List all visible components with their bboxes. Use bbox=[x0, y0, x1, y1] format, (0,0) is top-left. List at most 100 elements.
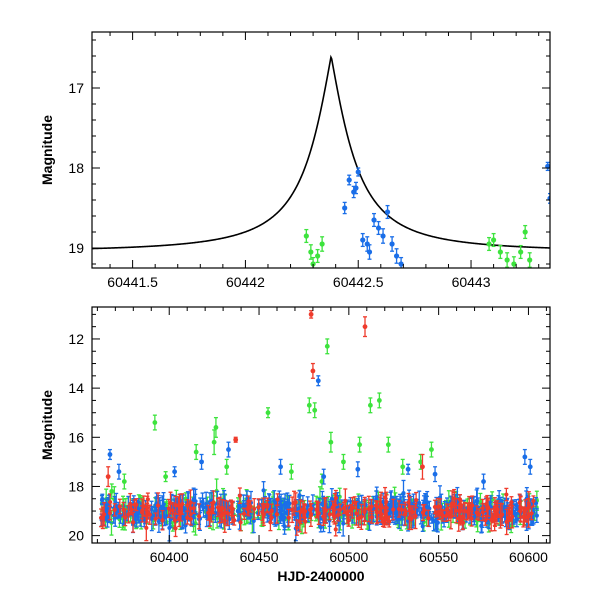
data-point bbox=[527, 252, 533, 268]
data-point bbox=[310, 362, 316, 379]
baseline-point bbox=[348, 504, 353, 517]
y-tick-label: 17 bbox=[68, 80, 84, 96]
data-point bbox=[367, 397, 373, 414]
data-point bbox=[319, 236, 325, 252]
baseline-point bbox=[484, 496, 489, 513]
baseline-point bbox=[246, 500, 251, 517]
data-point bbox=[371, 212, 377, 228]
baseline-point bbox=[391, 498, 396, 521]
baseline-point bbox=[147, 504, 152, 525]
baseline-point bbox=[506, 506, 511, 530]
baseline-point bbox=[126, 505, 131, 524]
baseline-point bbox=[204, 491, 209, 517]
baseline-point bbox=[188, 489, 193, 516]
baseline-point bbox=[523, 499, 528, 522]
y-tick-label: 12 bbox=[68, 331, 84, 347]
y-tick-label: 20 bbox=[68, 528, 84, 544]
baseline-point bbox=[387, 515, 392, 528]
data-point bbox=[420, 453, 425, 480]
baseline-point bbox=[380, 516, 386, 528]
baseline-point bbox=[112, 503, 117, 517]
data-point bbox=[385, 436, 391, 453]
baseline-point bbox=[315, 500, 320, 518]
baseline-point bbox=[170, 502, 175, 519]
data-point bbox=[384, 204, 391, 220]
y-axis-label: Magnitude bbox=[39, 390, 55, 460]
data-point bbox=[366, 244, 373, 260]
data-point bbox=[355, 461, 361, 478]
baseline-point bbox=[366, 495, 371, 523]
baseline-point bbox=[160, 509, 165, 531]
data-point bbox=[315, 375, 321, 387]
x-tick-label: 60500 bbox=[329, 549, 368, 565]
baseline-point bbox=[422, 504, 427, 517]
baseline-point bbox=[420, 520, 425, 532]
baseline-point bbox=[531, 495, 536, 507]
baseline-point bbox=[446, 506, 451, 522]
baseline-point bbox=[480, 498, 485, 518]
y-tick-label: 19 bbox=[68, 240, 84, 256]
y-tick-label: 14 bbox=[68, 380, 84, 396]
baseline-point bbox=[223, 499, 228, 525]
baseline-point bbox=[274, 504, 280, 524]
baseline-point bbox=[286, 508, 291, 527]
data-point bbox=[226, 441, 231, 458]
y-tick-label: 16 bbox=[68, 429, 84, 445]
baseline-point bbox=[476, 508, 482, 521]
baseline-point bbox=[378, 494, 383, 521]
baseline-point bbox=[510, 505, 515, 529]
baseline-point bbox=[458, 514, 463, 526]
plot-area bbox=[98, 310, 539, 542]
data-point bbox=[172, 466, 178, 478]
data-point bbox=[527, 458, 533, 475]
x-tick-label: 60443 bbox=[452, 274, 491, 290]
data-point bbox=[355, 167, 361, 177]
data-point bbox=[109, 483, 115, 500]
data-point bbox=[504, 252, 510, 268]
baseline-point bbox=[332, 509, 337, 525]
data-point bbox=[308, 310, 314, 319]
x-tick-label: 60400 bbox=[150, 549, 189, 565]
baseline-point bbox=[237, 487, 242, 504]
data-point bbox=[265, 407, 271, 419]
baseline-point bbox=[483, 514, 488, 526]
data-point bbox=[163, 471, 169, 483]
baseline-point bbox=[321, 507, 326, 526]
baseline-point bbox=[265, 497, 270, 513]
baseline-point bbox=[201, 497, 206, 518]
data-point bbox=[199, 453, 204, 470]
baseline-point bbox=[327, 508, 332, 521]
baseline-point bbox=[294, 519, 299, 536]
baseline-point bbox=[140, 498, 145, 523]
baseline-point bbox=[275, 493, 280, 506]
baseline-point bbox=[238, 513, 243, 532]
baseline-point bbox=[303, 509, 308, 534]
baseline-point bbox=[130, 511, 136, 533]
baseline-point bbox=[356, 508, 361, 528]
data-point bbox=[328, 431, 334, 453]
baseline-point bbox=[333, 489, 338, 507]
baseline-point bbox=[309, 503, 314, 515]
x-axis-label: HJD-2400000 bbox=[277, 568, 364, 584]
data-point bbox=[432, 466, 438, 483]
data-point bbox=[278, 458, 283, 475]
plot-frame bbox=[91, 31, 551, 269]
data-point bbox=[308, 244, 314, 260]
baseline-point bbox=[504, 487, 509, 502]
data-point bbox=[116, 463, 122, 480]
baseline-point bbox=[492, 497, 497, 519]
data-point bbox=[376, 392, 382, 409]
baseline-point bbox=[529, 506, 534, 521]
baseline-point bbox=[414, 491, 419, 509]
data-point bbox=[121, 473, 127, 490]
baseline-point bbox=[354, 501, 359, 526]
baseline-point bbox=[323, 496, 329, 524]
data-point bbox=[211, 429, 217, 456]
baseline-point bbox=[437, 509, 442, 521]
baseline-point bbox=[290, 496, 295, 524]
data-point bbox=[353, 181, 359, 195]
baseline-point bbox=[261, 497, 266, 519]
baseline-point bbox=[117, 498, 122, 515]
x-tick-label: 60441.5 bbox=[107, 274, 158, 290]
